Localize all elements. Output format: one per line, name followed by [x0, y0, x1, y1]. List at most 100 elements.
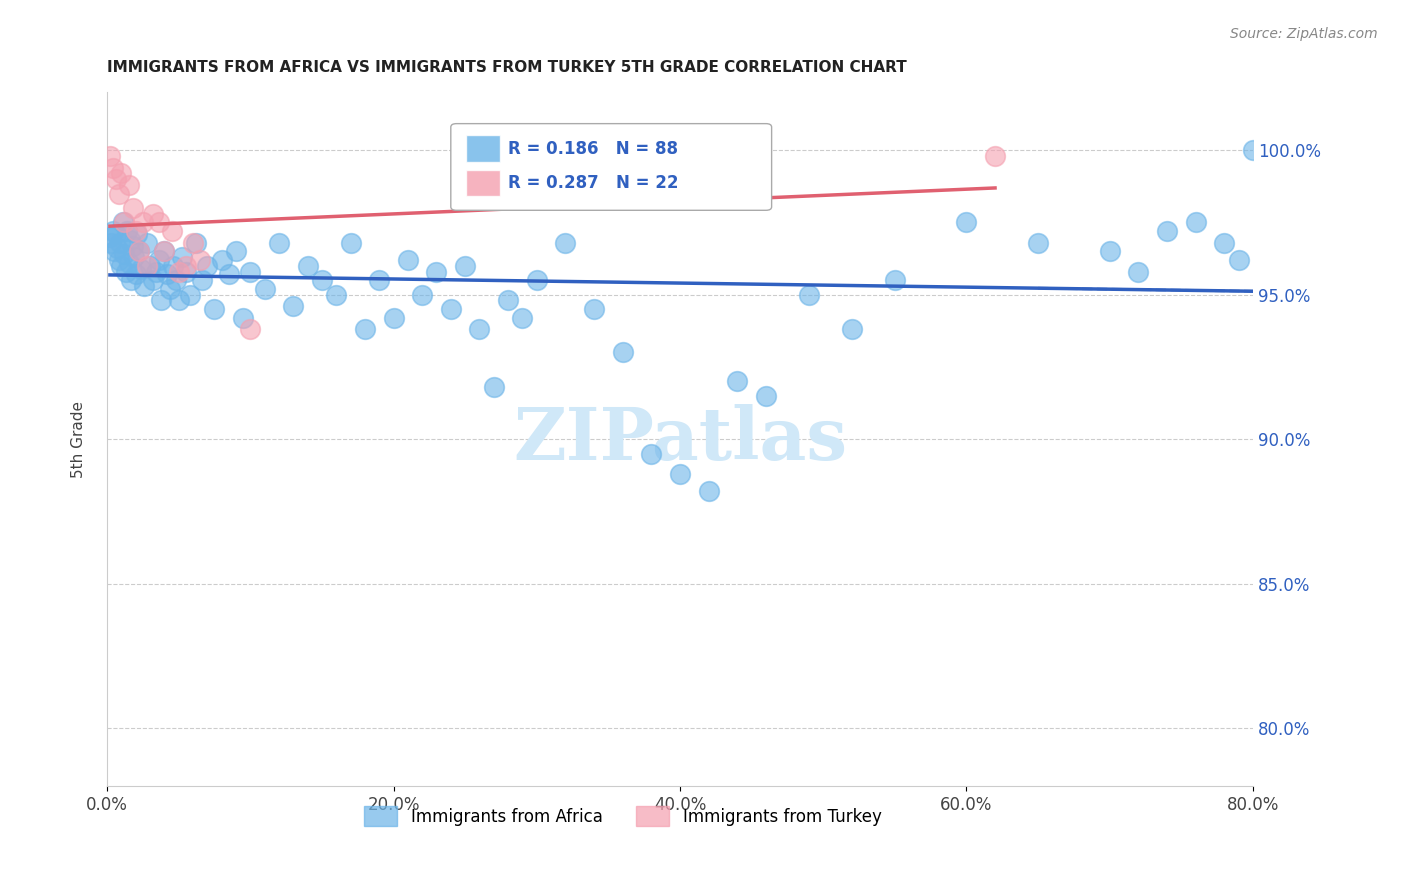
Text: Source: ZipAtlas.com: Source: ZipAtlas.com — [1230, 27, 1378, 41]
Point — [124, 250, 146, 264]
Point — [104, 172, 127, 186]
Point — [134, 279, 156, 293]
Point — [239, 322, 262, 336]
Point — [153, 244, 176, 259]
Point — [1256, 215, 1278, 229]
Point — [127, 227, 149, 241]
Point — [1156, 224, 1178, 238]
Point — [253, 282, 276, 296]
Point — [1098, 244, 1121, 259]
Point — [612, 345, 634, 359]
Point — [121, 238, 143, 252]
Point — [132, 215, 155, 229]
Point — [131, 261, 153, 276]
Point — [117, 256, 139, 270]
Point — [311, 273, 333, 287]
Point — [174, 264, 197, 278]
Point — [225, 244, 247, 259]
Point — [162, 259, 184, 273]
Point — [115, 224, 138, 238]
Point — [174, 259, 197, 273]
Point — [98, 149, 121, 163]
Point — [136, 259, 159, 273]
Point — [482, 380, 505, 394]
Point — [148, 215, 170, 229]
Text: IMMIGRANTS FROM AFRICA VS IMMIGRANTS FROM TURKEY 5TH GRADE CORRELATION CHART: IMMIGRANTS FROM AFRICA VS IMMIGRANTS FRO… — [107, 60, 907, 75]
Point — [325, 287, 347, 301]
Point — [145, 264, 167, 278]
Point — [100, 235, 122, 250]
Point — [218, 268, 240, 282]
FancyBboxPatch shape — [465, 170, 501, 196]
Point — [170, 250, 193, 264]
Point — [640, 446, 662, 460]
Point — [159, 282, 181, 296]
Text: R = 0.287   N = 22: R = 0.287 N = 22 — [508, 174, 679, 193]
Point — [468, 322, 491, 336]
Point — [1026, 235, 1049, 250]
Point — [554, 235, 576, 250]
Point — [239, 264, 262, 278]
Point — [283, 299, 305, 313]
Point — [110, 259, 132, 273]
Point — [110, 166, 132, 180]
Point — [153, 244, 176, 259]
Point — [179, 287, 201, 301]
Point — [396, 252, 419, 267]
Point — [955, 215, 977, 229]
Point — [98, 230, 121, 244]
Point — [582, 302, 605, 317]
Point — [167, 293, 190, 308]
Point — [440, 302, 463, 317]
Text: ZIPatlas: ZIPatlas — [513, 403, 846, 475]
Point — [195, 259, 218, 273]
Point — [1184, 215, 1206, 229]
Point — [125, 268, 148, 282]
Point — [101, 161, 124, 175]
Point — [1241, 143, 1264, 157]
Point — [984, 149, 1007, 163]
Point — [184, 235, 207, 250]
Point — [118, 233, 141, 247]
Point — [188, 252, 211, 267]
Point — [156, 268, 179, 282]
Point — [112, 215, 135, 229]
Point — [114, 264, 136, 278]
Point — [339, 235, 361, 250]
Point — [411, 287, 433, 301]
Point — [104, 227, 127, 241]
Point — [105, 242, 128, 256]
Y-axis label: 5th Grade: 5th Grade — [72, 401, 86, 477]
Point — [454, 259, 477, 273]
Point — [111, 215, 134, 229]
Point — [117, 178, 139, 192]
Point — [167, 264, 190, 278]
Point — [107, 252, 129, 267]
Point — [112, 247, 135, 261]
Point — [190, 273, 212, 287]
Point — [204, 302, 226, 317]
Point — [755, 389, 778, 403]
Point — [512, 310, 534, 325]
Point — [232, 310, 254, 325]
Point — [725, 375, 748, 389]
Point — [1213, 235, 1236, 250]
Point — [128, 244, 150, 259]
Point — [142, 207, 165, 221]
Point — [165, 273, 187, 287]
Point — [368, 273, 391, 287]
Point — [103, 244, 125, 259]
Point — [1128, 264, 1150, 278]
Point — [150, 293, 173, 308]
Point — [120, 273, 142, 287]
Point — [181, 235, 204, 250]
Point — [425, 264, 447, 278]
Point — [148, 252, 170, 267]
Point — [121, 201, 143, 215]
Point — [526, 273, 548, 287]
Point — [128, 244, 150, 259]
Point — [1227, 252, 1250, 267]
Point — [496, 293, 519, 308]
FancyBboxPatch shape — [451, 124, 772, 211]
Legend: Immigrants from Africa, Immigrants from Turkey: Immigrants from Africa, Immigrants from … — [357, 799, 889, 833]
